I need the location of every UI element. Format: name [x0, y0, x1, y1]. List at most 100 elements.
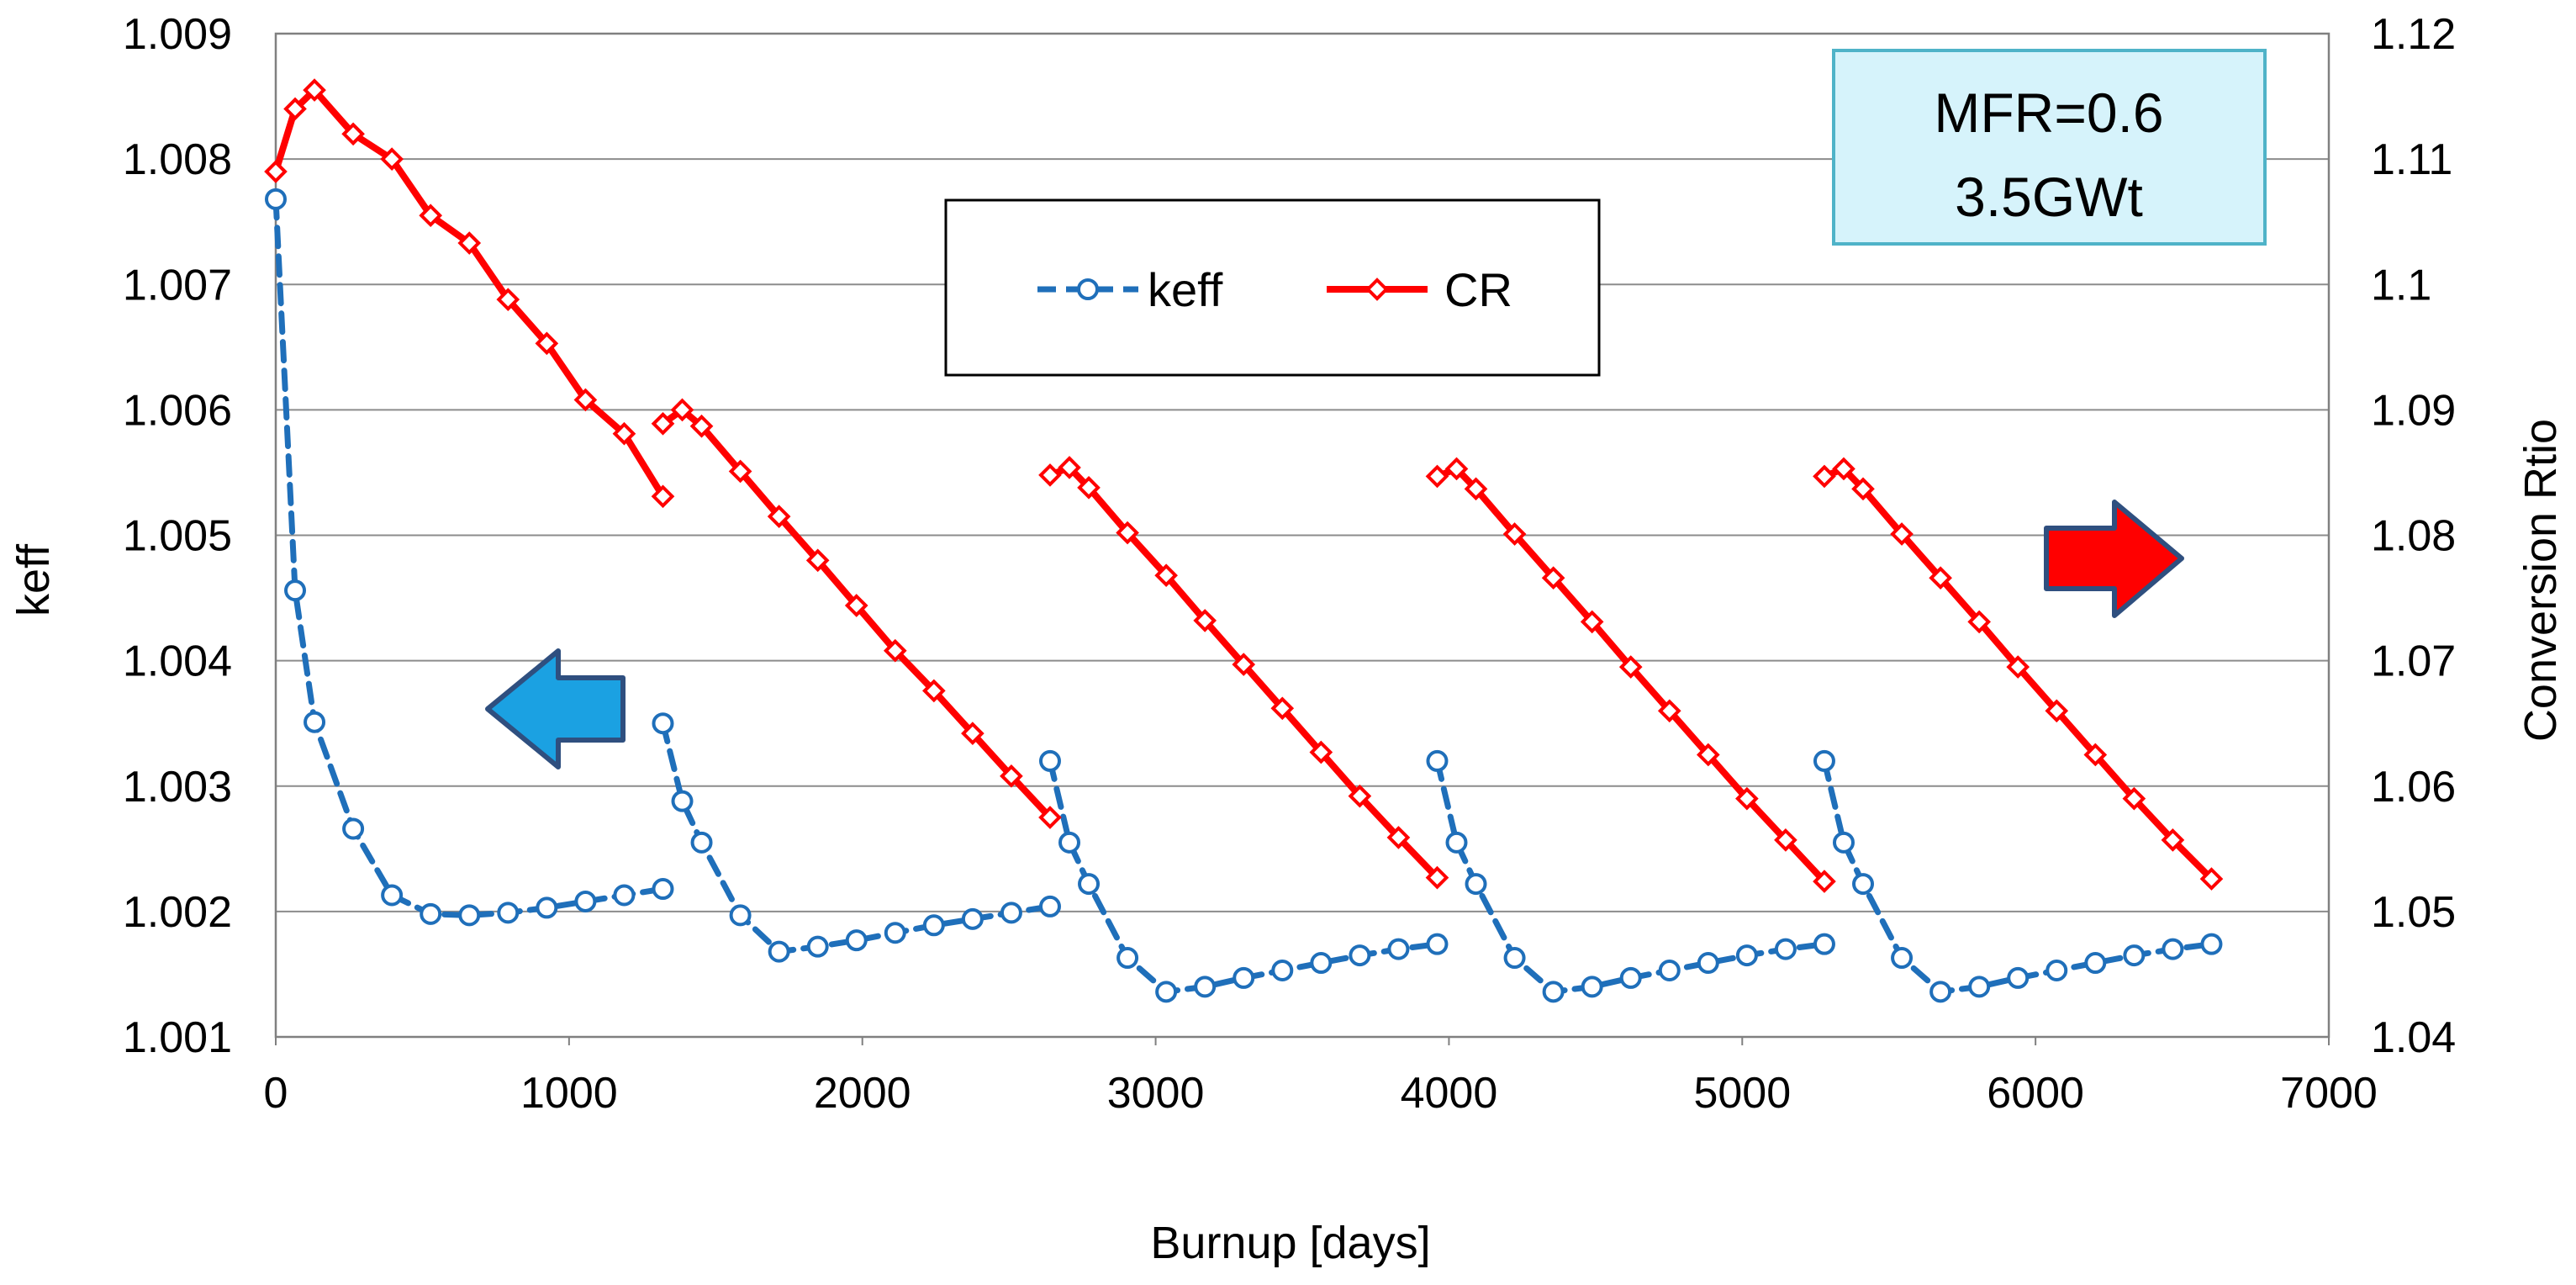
- cr-point: [2083, 743, 2108, 767]
- cr-point: [1851, 477, 1875, 501]
- series-cr: [264, 78, 2224, 893]
- keff-point: [574, 890, 597, 912]
- keff-point: [1619, 966, 1642, 989]
- cr-point: [1058, 456, 1081, 479]
- y2-tick-label: 1.07: [2371, 637, 2456, 686]
- cr-point: [1193, 609, 1217, 632]
- right-arrow-icon: [2044, 500, 2184, 618]
- cr-point: [1541, 566, 1565, 590]
- keff-point: [2084, 952, 2107, 975]
- keff-point: [1116, 947, 1139, 970]
- cr-point: [2161, 828, 2185, 852]
- keff-point: [2200, 933, 2223, 955]
- cr-point: [1425, 865, 1449, 890]
- cr-point: [303, 78, 326, 102]
- cr-point: [1696, 743, 1720, 767]
- cr-point: [1425, 464, 1449, 489]
- cr-point: [1000, 764, 1023, 788]
- keff-point: [1426, 749, 1449, 772]
- cr-point: [380, 147, 404, 171]
- cr-point: [1444, 457, 1469, 481]
- cr-point: [1038, 806, 1062, 829]
- x-tick-label: 7000: [2280, 1069, 2378, 1118]
- cr-point: [2045, 699, 2069, 723]
- x-tick-label: 5000: [1693, 1069, 1791, 1118]
- keff-point: [690, 831, 713, 854]
- keff-point: [1233, 966, 1255, 989]
- cr-point: [961, 722, 984, 745]
- cr-point: [1077, 476, 1101, 500]
- keff-point: [1078, 873, 1101, 896]
- keff-point: [1271, 959, 1294, 981]
- keff-point: [1891, 947, 1914, 970]
- y-tick-label: 1.001: [123, 1013, 232, 1062]
- keff-point: [1000, 902, 1022, 924]
- cr-point: [1832, 457, 1855, 481]
- keff-point: [922, 914, 945, 937]
- keff-point: [1968, 976, 1991, 998]
- y2-tick-label: 1.11: [2371, 135, 2452, 184]
- cr-point: [496, 288, 520, 311]
- cr-point: [612, 421, 636, 446]
- keff-point: [342, 817, 365, 840]
- keff-point: [284, 579, 307, 602]
- y2-tick-label: 1.04: [2371, 1013, 2456, 1062]
- cr-point: [1502, 522, 1527, 546]
- keff-point: [884, 922, 906, 944]
- keff-point: [652, 878, 674, 901]
- keff-point: [1929, 981, 1952, 1003]
- cr-point: [670, 398, 694, 422]
- cr-point: [2199, 867, 2224, 891]
- keff-point: [845, 929, 868, 952]
- y-tick-label: 1.008: [123, 135, 232, 184]
- keff-point: [1542, 981, 1565, 1003]
- keff-point: [1658, 959, 1681, 981]
- keff-point: [1832, 831, 1855, 854]
- cr-point: [651, 484, 675, 509]
- keff-point: [613, 884, 636, 907]
- legend-keff-label: keff: [1148, 263, 1223, 316]
- series-layer: [264, 78, 2224, 1003]
- cr-point: [1929, 566, 1952, 590]
- x-tick-label: 2000: [814, 1069, 911, 1118]
- cr-point: [1813, 464, 1836, 489]
- keff-point: [497, 902, 520, 924]
- cr-point: [1154, 563, 1178, 588]
- keff-point: [729, 904, 752, 927]
- left-arrow-icon: [485, 648, 626, 769]
- x-tick-label: 6000: [1987, 1069, 2084, 1118]
- cr-point: [767, 505, 791, 528]
- legend: keff CR: [944, 198, 1601, 377]
- keff-point: [1852, 873, 1875, 896]
- cr-point: [573, 388, 598, 412]
- cr-point: [2122, 786, 2146, 811]
- cr-point: [1309, 740, 1333, 764]
- keff-point: [1038, 749, 1061, 772]
- y2-tick-label: 1.06: [2371, 763, 2456, 812]
- y-axis-title: keff: [8, 543, 59, 616]
- legend-cr-marker: [1365, 278, 1389, 301]
- cr-point: [1967, 610, 1991, 634]
- keff-point: [2045, 959, 2068, 981]
- keff-point: [671, 790, 694, 812]
- cr-point: [728, 459, 752, 484]
- keff-point: [806, 935, 829, 958]
- y-tick-label: 1.002: [123, 888, 232, 937]
- cr-point: [689, 414, 714, 438]
- cr-point: [1618, 655, 1643, 679]
- y2-tick-label: 1.09: [2371, 386, 2456, 435]
- cr-point: [1774, 828, 1797, 852]
- cr-point: [1464, 477, 1488, 501]
- cr-point: [1348, 784, 1372, 808]
- keff-point: [2162, 938, 2184, 960]
- x-tick-label: 3000: [1107, 1069, 1205, 1118]
- cr-point: [1232, 653, 1256, 676]
- y-tick-label: 1.007: [123, 261, 232, 309]
- keff-point: [652, 712, 674, 735]
- cr-point: [922, 679, 946, 703]
- legend-cr-label: CR: [1444, 263, 1512, 316]
- keff-point: [1310, 952, 1333, 975]
- cr-point: [419, 204, 443, 228]
- annotation-mfr: MFR=0.6: [1934, 82, 2163, 144]
